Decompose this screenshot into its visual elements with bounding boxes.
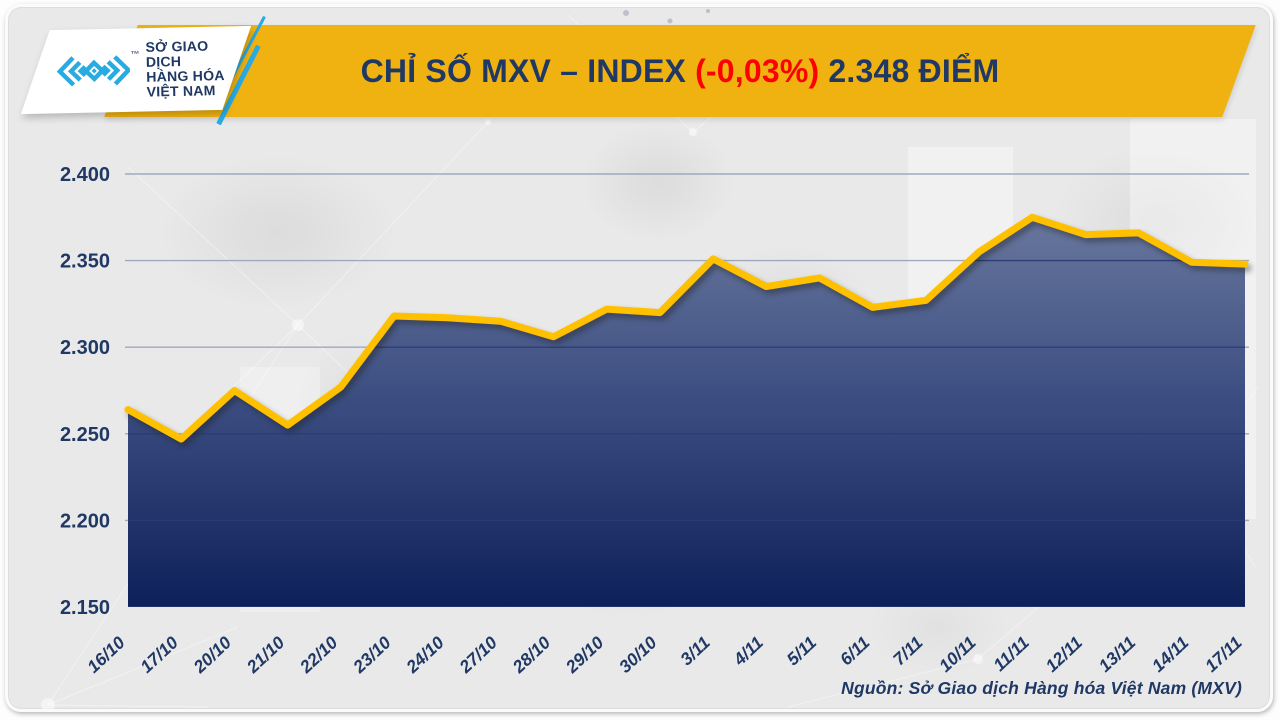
index-line [124,213,1249,443]
x-tick-label: 13/11 [1095,632,1140,676]
x-tick-label: 6/11 [836,632,874,669]
x-tick-label: 11/11 [989,632,1033,675]
x-tick-label: 23/10 [348,632,395,677]
x-tick-label: 21/10 [242,632,289,677]
x-tick-label: 29/10 [561,632,608,677]
x-tick-label: 14/11 [1148,632,1193,676]
y-tick-label: 2.200 [60,510,110,532]
x-tick-label: 10/11 [935,632,980,676]
x-tick-label: 16/10 [83,632,129,677]
x-tick-label: 17/11 [1201,632,1246,676]
logo-card: ™ SỞ GIAO DỊCH HÀNG HÓA VIỆT NAM [20,25,252,115]
x-tick-label: 30/10 [615,632,661,677]
area-fill [128,217,1245,608]
x-tick-label: 4/11 [729,632,767,670]
mxv-index-area-chart: 2.400 2.350 2.300 2.250 2.200 2.150 16/10 17/10… [60,164,1249,677]
x-tick-label: 27/10 [455,632,502,677]
y-tick-label: 2.250 [60,424,110,446]
y-tick-label: 2.150 [60,597,110,619]
x-tick-label: 5/11 [783,632,821,669]
x-axis-labels: 16/10 17/10 20/10 21/10 22/10 23/10 24/10 27/10… [83,632,1246,677]
x-tick-label: 24/10 [401,632,448,677]
y-tick-label: 2.400 [60,164,110,186]
x-tick-label: 20/10 [189,632,236,677]
x-tick-label: 7/11 [889,632,927,669]
y-tick-label: 2.300 [60,337,110,359]
y-axis-labels: 2.400 2.350 2.300 2.250 2.200 2.150 [60,164,110,619]
x-tick-label: 28/10 [508,632,555,677]
x-tick-label: 22/10 [295,632,342,677]
x-tick-label: 12/11 [1041,632,1086,676]
x-tick-label: 17/10 [136,632,182,677]
chart-card: CHỈ SỐ MXV – INDEX (-0,03%) 2.348 ĐIỂM ™ [5,4,1273,712]
y-tick-label: 2.350 [60,251,110,273]
mxv-logo-icon [56,55,131,87]
source-note: Nguồn: Sở Giao dịch Hàng hóa Việt Nam (M… [841,678,1242,698]
x-tick-label: 3/11 [676,632,714,669]
